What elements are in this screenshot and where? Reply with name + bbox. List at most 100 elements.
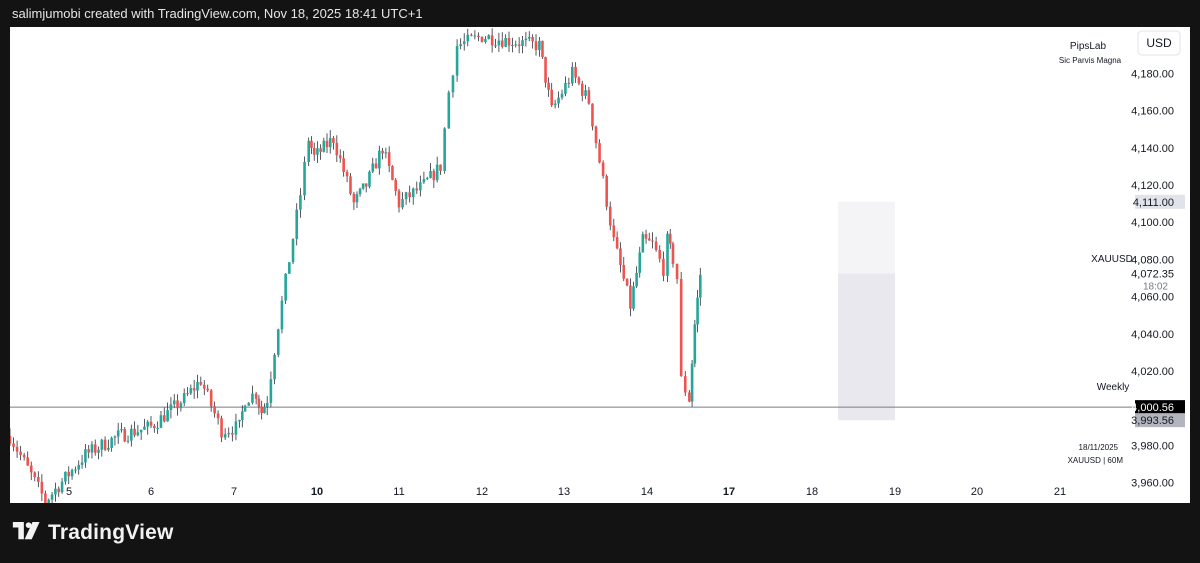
symbol-label: XAUUSD (1091, 254, 1133, 265)
candle-body (577, 77, 581, 84)
candle-body (462, 41, 466, 45)
candle-body (671, 243, 675, 264)
candle-body (435, 164, 439, 181)
candle-body (693, 324, 697, 364)
candle-body (29, 465, 33, 473)
candle-body (644, 234, 648, 239)
candle-body (223, 434, 227, 438)
y-tick-label: 3,960.00 (1131, 478, 1174, 490)
candle-body (80, 462, 84, 465)
y-tick-label: 3,980.00 (1131, 440, 1174, 452)
candle-body (415, 188, 419, 191)
candle-body (531, 36, 534, 42)
chart-area[interactable]: PipsLab Sic Parvis Magna XAUUSD Weekly 1… (8, 27, 1190, 511)
candle-body (153, 425, 156, 429)
candle-body (159, 415, 163, 428)
candle-body (136, 432, 140, 436)
x-tick-label: 13 (558, 486, 570, 498)
candle-body (374, 163, 378, 169)
candle-body (273, 354, 276, 380)
candle-body (666, 233, 669, 276)
candle-body (284, 273, 287, 301)
candle-body (371, 163, 375, 172)
candle-body (571, 66, 574, 84)
candle-body (110, 437, 113, 448)
candle-body (451, 75, 455, 93)
candle-body (432, 170, 436, 181)
candle-body (303, 161, 306, 196)
y-tick-label: 4,040.00 (1131, 329, 1174, 341)
candle-body (391, 166, 394, 180)
top-bar: salimjumobi created with TradingView.com… (0, 0, 1200, 27)
candle-body (176, 400, 179, 409)
price-tag-label: 4,111.00 (1133, 197, 1174, 209)
candle-body (130, 428, 133, 441)
candle-body (269, 379, 273, 403)
chart-svg[interactable]: PipsLab Sic Parvis Magna XAUUSD Weekly 1… (8, 27, 1190, 511)
candle-body (443, 128, 446, 171)
candle-body (299, 195, 302, 210)
candle-body (74, 469, 77, 471)
candle-body (199, 382, 203, 385)
candle-body (133, 428, 136, 436)
candle-body (699, 274, 702, 298)
candle-body (22, 454, 26, 458)
price-tag-bg (1135, 413, 1185, 428)
candle-body (169, 404, 173, 411)
candle-body (260, 406, 263, 414)
x-tick-label: 14 (641, 486, 653, 498)
candle-body (594, 126, 598, 144)
currency-button-label[interactable]: USD (1146, 36, 1172, 50)
candle-body (615, 237, 619, 249)
candle-body (33, 472, 37, 478)
price-tag-countdown: 18:02 (1143, 282, 1168, 293)
candle-body (291, 239, 295, 263)
candle-body (263, 406, 266, 414)
candle-body (404, 192, 408, 200)
price-tag-label: 4,000.56 (1131, 402, 1174, 414)
price-tag-bg (1135, 266, 1185, 281)
tradingview-wordmark: TradingView (48, 521, 174, 544)
candle-body (288, 262, 291, 274)
candle-body (335, 142, 339, 156)
candle-body (87, 449, 90, 453)
candle-body (84, 449, 87, 463)
candle-body (149, 421, 153, 426)
y-tick-label: 4,020.00 (1131, 366, 1174, 378)
candle-body (364, 183, 368, 187)
currency-button-bg[interactable] (1137, 30, 1181, 56)
candle-body (487, 35, 491, 40)
candle-body (470, 34, 473, 36)
candle-body (316, 148, 319, 155)
candle-body (587, 90, 591, 104)
candle-body (679, 279, 683, 377)
candle-body (247, 402, 251, 406)
candle-body (216, 413, 220, 419)
candle-body (675, 263, 679, 280)
candle-body (231, 432, 234, 435)
candle-body (265, 402, 269, 407)
candle-body (504, 38, 507, 47)
candle-body (312, 147, 316, 155)
x-tick-label: 19 (889, 486, 901, 498)
candle-body (484, 39, 487, 42)
currency-button[interactable]: USD (1137, 30, 1181, 56)
candle-body (622, 265, 626, 279)
candle-body (322, 140, 326, 152)
candle-body (635, 272, 638, 287)
candle-body (574, 66, 577, 78)
candle-body (37, 477, 40, 482)
candle-body (411, 188, 415, 198)
candle-body (500, 40, 504, 47)
tradingview-logo-icon (12, 522, 40, 540)
candle-body (598, 143, 601, 163)
candle-body (77, 464, 81, 470)
y-tick-label: 4,160.00 (1131, 106, 1174, 118)
candle-body (511, 44, 514, 46)
x-tick-label: 21 (1054, 486, 1066, 498)
watermark-name: PipsLab (1070, 41, 1107, 52)
candle-body (26, 457, 29, 466)
y-axis: 4,180.00 4,160.00 4,140.00 4,120.00 4,100.00… (1131, 68, 1174, 489)
footer-date: 18/11/2025 (1079, 443, 1119, 452)
range-box-layer (838, 201, 895, 421)
